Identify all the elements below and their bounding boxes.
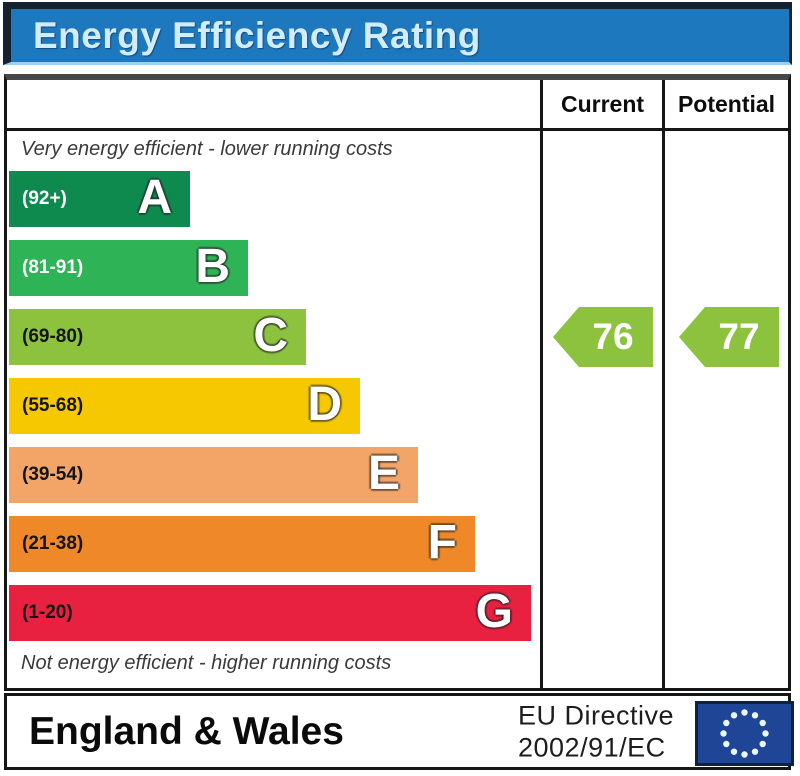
bottom-note: Not energy efficient - higher running co… [21,652,392,674]
band-letter: A [137,171,172,225]
epc-band-c: (69-80) C [9,309,306,365]
potential-column-header: Potential [677,90,776,117]
bands-area: Very energy efficient - lower running co… [7,131,540,688]
band-letter: F [427,516,457,570]
column-divider [662,80,665,688]
potential-rating-arrow: 77 [679,307,779,367]
band-range-label: (92+) [22,188,67,209]
header-divider [7,128,788,131]
title-bar: Energy Efficiency Rating [3,2,792,65]
band-range-label: (39-54) [22,464,84,485]
band-range-label: (69-80) [22,326,84,347]
eu-directive-label: EU Directive 2002/91/EC [518,699,674,764]
page-title: Energy Efficiency Rating [33,14,481,56]
band-range-label: (21-38) [22,533,84,554]
column-divider [540,80,543,688]
eu-directive-line1: EU Directive [518,700,675,731]
epc-band-e: (39-54) E [9,447,418,503]
epc-band-a: (92+) A [9,171,190,227]
region-label: England & Wales [29,709,344,753]
band-range-label: (81-91) [22,257,84,278]
band-letter: G [475,585,513,639]
current-column-header: Current [560,90,645,117]
epc-band-d: (55-68) D [9,378,360,434]
band-letter: D [307,378,342,432]
current-rating-arrow: 76 [553,307,653,367]
potential-rating-value: 77 [718,316,760,357]
band-range-label: (55-68) [22,395,84,416]
top-note: Very energy efficient - lower running co… [21,138,393,160]
current-rating-value: 76 [592,316,634,357]
band-letter: C [253,309,288,363]
rating-table: Current Potential Very energy efficient … [4,74,791,691]
epc-band-f: (21-38) F [9,516,475,572]
epc-band-b: (81-91) B [9,240,248,296]
band-letter: B [195,240,230,294]
band-letter: E [367,447,400,501]
band-range-label: (1-20) [22,602,73,623]
eu-flag-icon [695,701,794,766]
footer-bar: England & Wales EU Directive 2002/91/EC [4,693,794,770]
epc-band-g: (1-20) G [9,585,531,641]
eu-directive-line2: 2002/91/EC [518,732,666,763]
